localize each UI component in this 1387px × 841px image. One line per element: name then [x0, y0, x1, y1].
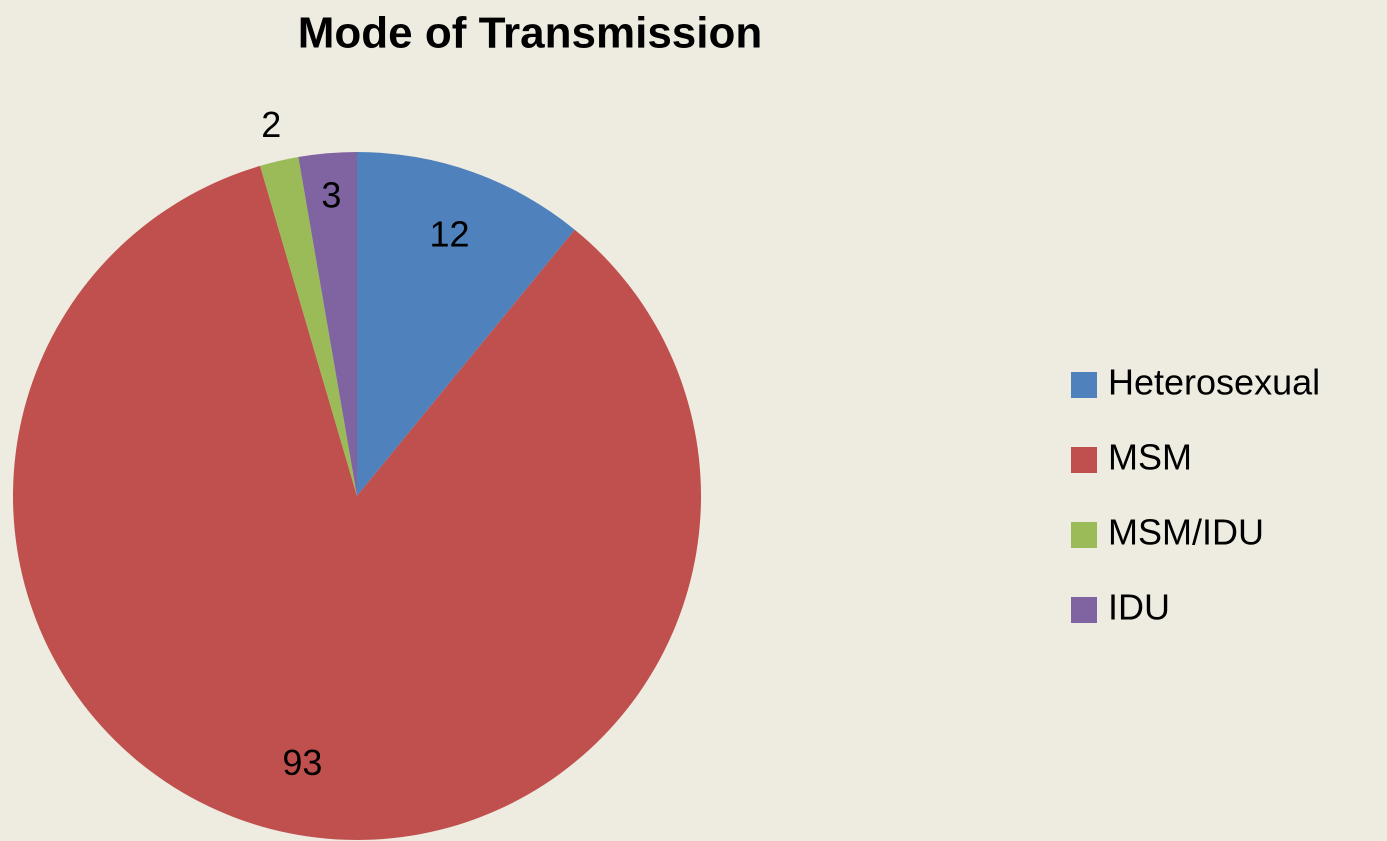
- legend-swatch: [1071, 522, 1097, 548]
- data-label: 12: [429, 213, 469, 254]
- legend-label: IDU: [1108, 587, 1170, 628]
- data-label: 93: [282, 742, 322, 783]
- data-label: 2: [261, 104, 281, 145]
- data-label: 3: [321, 174, 341, 215]
- legend-label: MSM/IDU: [1108, 512, 1264, 553]
- pie-slice: [357, 152, 575, 496]
- legend-label: Heterosexual: [1108, 362, 1320, 403]
- pie-slice: [13, 165, 702, 840]
- legend-label: MSM: [1108, 437, 1192, 478]
- chart-title: Mode of Transmission: [298, 9, 763, 58]
- legend-swatch: [1071, 447, 1097, 473]
- pie-slice: [260, 157, 357, 497]
- legend-swatch: [1071, 372, 1097, 398]
- pie-slice: [298, 152, 357, 496]
- legend-swatch: [1071, 597, 1097, 623]
